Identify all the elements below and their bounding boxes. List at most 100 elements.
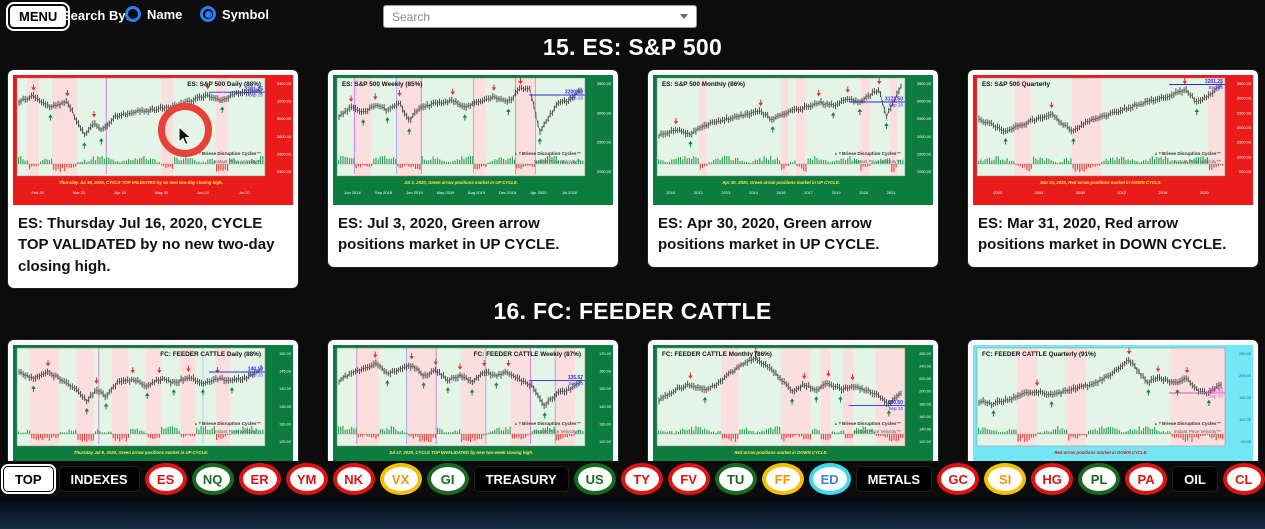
- ticker-vx[interactable]: VX: [379, 463, 422, 495]
- ticker-pa[interactable]: PA: [1125, 463, 1168, 495]
- bull-arrow-icon: [506, 108, 511, 115]
- x-axis-label: 2021: [887, 190, 897, 195]
- cycles-legend: Briese Disruption Cycles™: [1162, 151, 1221, 156]
- ticker-gi[interactable]: GI: [426, 463, 469, 495]
- y-axis-label: 3000.00: [917, 99, 932, 104]
- y-axis-label: 170.00: [599, 351, 612, 356]
- x-axis-label: Apr 20: [114, 190, 127, 195]
- price-label: 140.10: [248, 367, 264, 373]
- ticker-ym[interactable]: YM: [285, 463, 328, 495]
- ticker-hg[interactable]: HG: [1031, 463, 1074, 495]
- y-axis-label: 3500.00: [597, 81, 612, 86]
- price-date-label: Sep 20: [888, 406, 903, 411]
- ticker-treasury[interactable]: TREASURY: [473, 466, 569, 492]
- legend-up-arrow-icon: [515, 422, 517, 425]
- bull-arrow-icon: [1071, 138, 1076, 145]
- ticker-cl[interactable]: CL: [1222, 463, 1265, 495]
- chart-card-es-0[interactable]: 3201.25 Sep 20 ES: S&P 500 Daily (88%) Brie…: [8, 70, 298, 288]
- ticker-er[interactable]: ER: [238, 463, 281, 495]
- ticker-gc[interactable]: GC: [937, 463, 980, 495]
- price-label: 3201.25: [245, 87, 263, 93]
- highlight-ring: [158, 103, 212, 157]
- cycles-legend: Briese Disruption Cycles™: [1162, 421, 1221, 426]
- chart-footer-message: Jul 17, 2020, CYCLE TOP INVALIDATED by n…: [389, 450, 533, 455]
- card-caption: ES: Jul 3, 2020, Green arrow positions m…: [338, 215, 560, 254]
- price-date-label: Sep 20: [248, 373, 263, 378]
- ticker-oil[interactable]: OIL: [1172, 466, 1218, 492]
- ticker-top[interactable]: TOP: [1, 464, 56, 494]
- velocity-legend: Instant Price Velocity™: [534, 159, 581, 164]
- chart-card-es-2[interactable]: 3173.50 Sep 20 ES: S&P 500 Monthly (86%) Br…: [648, 70, 938, 267]
- price-date-label: Sep 20: [248, 93, 263, 98]
- chart-card-es-3[interactable]: 3201.25 Sep 20 ES: S&P 500 Quarterly Briese…: [968, 70, 1258, 267]
- x-axis-label: Jan 2019: [406, 190, 423, 195]
- bear-arrow-icon: [409, 353, 414, 360]
- chart-card-es-1[interactable]: 3200.50 Sep 20 ES: S&P 500 Weekly (85%) Bri…: [328, 70, 618, 267]
- bull-arrow-icon: [229, 387, 235, 394]
- y-axis-label: 2500.00: [917, 116, 932, 121]
- chart-footer-message: Red arrow positions market in DOWN CYCLE…: [734, 450, 827, 455]
- radio-name-circle[interactable]: [125, 6, 141, 22]
- ticker-fv[interactable]: FV: [667, 463, 710, 495]
- velocity-legend: Instant Price Velocity™: [214, 159, 261, 164]
- ticker-nq[interactable]: NQ: [191, 463, 234, 495]
- x-axis-label: Jun 20: [197, 190, 210, 195]
- bull-arrow-icon: [1003, 138, 1008, 145]
- y-axis-label: 120.00: [919, 439, 932, 444]
- ticker-metals[interactable]: METALS: [855, 466, 933, 492]
- radio-name[interactable]: Name: [125, 6, 182, 22]
- search-dropdown[interactable]: Search: [383, 5, 697, 28]
- bull-arrow-icon: [838, 396, 843, 403]
- bull-arrow-icon: [48, 114, 53, 121]
- y-axis-label: 2400.00: [277, 169, 292, 174]
- bull-arrow-icon: [789, 398, 795, 405]
- radio-symbol-circle[interactable]: [200, 6, 216, 22]
- ticker-ed[interactable]: ED: [808, 463, 851, 495]
- ticker-tu[interactable]: TU: [714, 463, 757, 495]
- y-axis-label: 140.00: [599, 404, 612, 409]
- ticker-indexes[interactable]: INDEXES: [58, 466, 140, 492]
- chart-title: ES: S&P 500 Quarterly: [982, 81, 1051, 88]
- bear-arrow-icon: [130, 367, 135, 374]
- y-axis-label: 2000.00: [597, 169, 612, 174]
- ticker-us[interactable]: US: [573, 463, 616, 495]
- x-axis-label: Aug 2019: [468, 190, 486, 195]
- section-title-fc: 16. FC: FEEDER CATTLE: [493, 298, 772, 324]
- bear-arrow-icon: [450, 88, 455, 95]
- ticker-pl[interactable]: PL: [1078, 463, 1121, 495]
- x-axis-label: 2004: [1035, 190, 1045, 195]
- velocity-legend: Instant Price Velocity™: [1174, 429, 1221, 434]
- bear-arrow-icon: [1034, 379, 1040, 386]
- y-axis-label: 100.00: [1239, 417, 1252, 422]
- bull-arrow-icon: [145, 392, 150, 399]
- price-label: 135.57: [568, 375, 584, 381]
- cycles-legend: Briese Disruption Cycles™: [202, 151, 261, 156]
- chart-footer-message: Jul 3, 2020, Green arrow positions marke…: [404, 180, 518, 185]
- ticker-es[interactable]: ES: [144, 463, 187, 495]
- chart-card-fc-1[interactable]: 135.57 Sep 20 FC: FEEDER CATTLE Weekly (87…: [328, 340, 618, 529]
- ticker-ff[interactable]: FF: [761, 463, 804, 495]
- bull-arrow-icon: [200, 389, 206, 396]
- footer-strip: [0, 497, 1265, 529]
- y-axis-label: 3500.00: [1237, 81, 1252, 86]
- card-caption: ES: Mar 31, 2020, Red arrow positions ma…: [978, 215, 1227, 254]
- menu-button[interactable]: MENU: [5, 2, 71, 31]
- bull-arrow-icon: [445, 387, 451, 394]
- bear-arrow-icon: [482, 360, 487, 367]
- ticker-nk[interactable]: NK: [332, 463, 375, 495]
- card-caption: ES: Apr 30, 2020, Green arrow positions …: [658, 215, 880, 254]
- bull-arrow-icon: [1206, 399, 1212, 406]
- bear-arrow-icon: [1126, 348, 1132, 355]
- bottom-ticker-bar: TOP INDEXES ES NQ ER YM NK VX GI TREASURY US TY FV TU…: [0, 461, 1265, 497]
- bull-arrow-icon: [361, 119, 366, 126]
- ticker-ty[interactable]: TY: [620, 463, 663, 495]
- ticker-si[interactable]: SI: [984, 463, 1027, 495]
- radio-symbol[interactable]: Symbol: [200, 6, 269, 22]
- bull-arrow-icon: [991, 410, 996, 417]
